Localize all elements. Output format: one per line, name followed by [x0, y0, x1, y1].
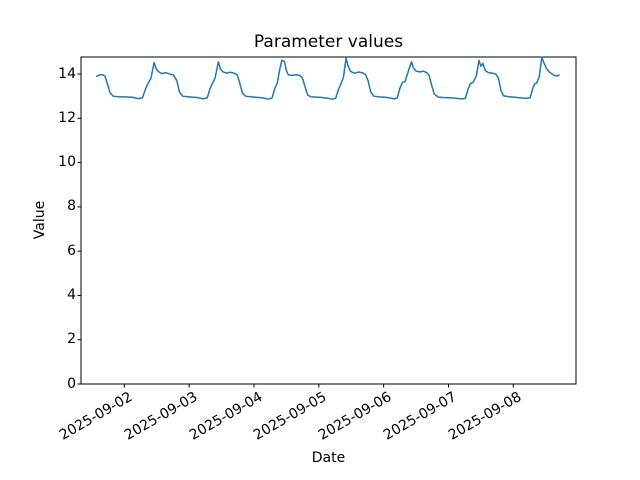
y-axis-label: Value [32, 200, 48, 240]
axis-frame [80, 56, 577, 385]
x-axis-label: Date [311, 450, 346, 466]
y-tick-label: 14 [58, 65, 76, 82]
y-tick-label: 12 [58, 109, 76, 126]
y-tick-label: 4 [67, 286, 76, 303]
y-tick-label: 2 [67, 331, 76, 348]
y-tick-label: 6 [67, 242, 76, 259]
axis-tick-marks [77, 73, 514, 388]
y-tick-label: 0 [67, 375, 76, 392]
y-tick-label: 8 [67, 198, 76, 215]
y-tick-label: 10 [58, 154, 76, 171]
chart-title: Parameter values [253, 32, 404, 52]
data-line [96, 56, 560, 100]
